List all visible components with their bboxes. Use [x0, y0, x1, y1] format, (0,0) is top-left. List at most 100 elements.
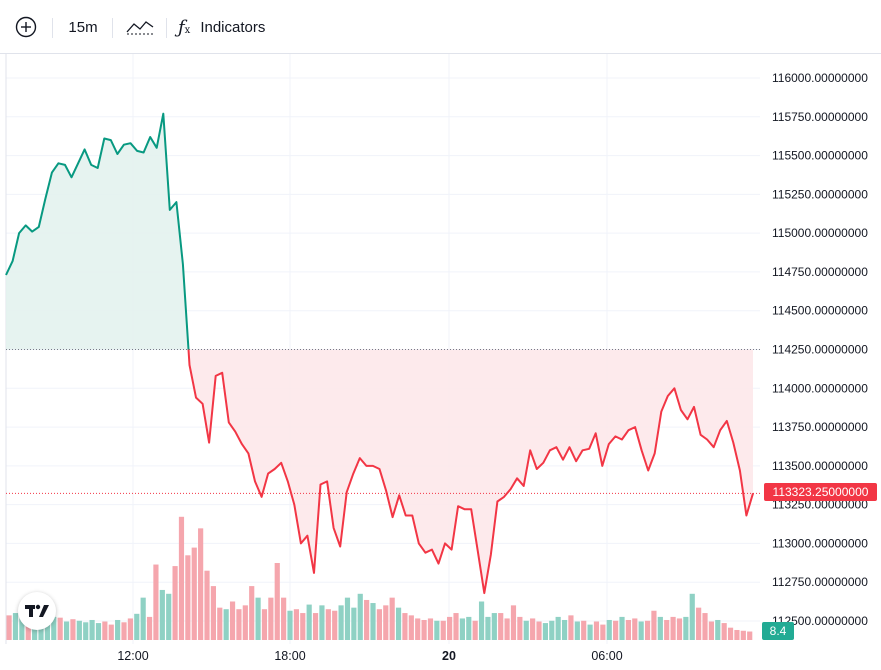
volume-bar	[472, 620, 478, 640]
volume-bar	[89, 619, 95, 640]
time-axis-label: 12:00	[117, 649, 148, 663]
add-symbol-button[interactable]	[10, 10, 42, 44]
volume-bar	[395, 607, 402, 640]
volume-bar	[12, 613, 19, 640]
volume-bar	[574, 621, 580, 640]
volume-bar	[274, 563, 280, 640]
price-axis-label: 113500.00000000	[772, 459, 868, 473]
volume-bar	[121, 622, 127, 640]
volume-bar	[217, 607, 223, 640]
price-axis-label: 114500.00000000	[772, 304, 868, 318]
volume-bar	[638, 621, 644, 640]
area-below-baseline	[188, 349, 753, 594]
volume-bar	[127, 618, 133, 640]
volume-bar	[287, 610, 293, 640]
volume-bar	[268, 597, 274, 640]
volume-bar	[734, 629, 740, 640]
price-axis-label: 115000.00000000	[772, 226, 868, 240]
volume-bar	[536, 621, 542, 640]
tradingview-logo[interactable]	[18, 592, 56, 630]
price-axis: 116000.00000000 115750.00000000 115500.000…	[772, 71, 868, 628]
price-axis-label: 115250.00000000	[772, 187, 868, 201]
volume-bar	[727, 627, 734, 640]
volume-bar	[466, 616, 472, 640]
volume-bar	[517, 616, 523, 640]
volume-bar	[364, 599, 370, 640]
interval-button[interactable]: 15m	[68, 18, 98, 36]
area-above-baseline	[6, 113, 189, 350]
volume-bar	[153, 564, 159, 640]
volume-bar	[561, 619, 568, 640]
volume-bar	[325, 609, 331, 640]
volume-bar	[146, 616, 153, 640]
volume-bar	[600, 624, 606, 640]
volume-bar	[338, 605, 344, 640]
volume-bar	[370, 603, 376, 640]
volume-bar	[434, 620, 440, 640]
volume-bar	[223, 609, 229, 640]
indicators-button[interactable]: ƒx Indicators	[178, 10, 288, 44]
volume-bar	[134, 613, 140, 640]
volume-bar	[95, 623, 102, 640]
volume-bar	[491, 613, 497, 640]
price-axis-label: 114250.00000000	[772, 343, 868, 357]
volume-bar	[191, 547, 197, 640]
price-axis-label: 114000.00000000	[772, 381, 868, 395]
price-line-up	[5, 112, 190, 350]
volume-bar	[293, 609, 299, 640]
last-price-tag: 113323.25000000	[764, 483, 877, 501]
volume-bar	[581, 620, 587, 640]
price-line-down	[187, 349, 754, 595]
volume-bar	[83, 622, 89, 640]
toolbar-divider	[112, 18, 113, 38]
volume-bar	[25, 618, 31, 640]
volume-bar	[415, 618, 421, 640]
toolbar-divider	[166, 18, 167, 38]
time-axis-label: 06:00	[591, 649, 622, 663]
volume-bar	[657, 616, 663, 640]
price-lines	[5, 112, 760, 595]
volume-bar	[606, 619, 612, 640]
volume-bar	[242, 605, 248, 640]
volume-bar	[708, 621, 714, 640]
price-axis-label: 112500.00000000	[772, 614, 868, 628]
fx-icon: ƒx	[178, 16, 191, 38]
volume-bar	[664, 619, 670, 640]
indicators-label: Indicators	[200, 18, 266, 36]
volume-bar	[625, 619, 631, 640]
volume-bar	[376, 609, 382, 640]
price-axis-label: 112750.00000000	[772, 575, 868, 589]
volume-bars	[6, 516, 753, 640]
price-axis-label: 115750.00000000	[772, 110, 868, 124]
volume-bar	[689, 593, 695, 640]
time-axis: 12:00 18:00 20 06:00	[117, 649, 622, 663]
volume-tag: 8.4	[762, 622, 794, 640]
volume-bar	[255, 597, 261, 640]
volume-bar	[632, 618, 638, 640]
volume-bar	[504, 618, 510, 640]
volume-bar	[204, 570, 210, 640]
area-chart-icon	[126, 21, 154, 35]
toolbar-divider	[52, 18, 53, 38]
volume-bar	[402, 613, 408, 640]
volume-bar	[389, 597, 395, 640]
price-axis-label: 115500.00000000	[772, 149, 868, 163]
volume-bar	[178, 516, 185, 640]
volume-bar	[236, 609, 242, 640]
volume-bar	[357, 593, 363, 640]
volume-bar	[523, 620, 529, 640]
volume-bar	[140, 597, 146, 640]
volume-bar	[498, 613, 504, 640]
volume-bar	[459, 618, 465, 640]
volume-bar	[159, 589, 165, 640]
volume-bar	[408, 615, 414, 640]
volume-bar	[229, 601, 236, 640]
volume-bar	[76, 620, 82, 640]
volume-bar	[715, 619, 721, 640]
volume-bar	[478, 601, 485, 640]
volume-bar	[644, 620, 651, 640]
volume-bar	[261, 609, 268, 640]
price-chart[interactable]: 116000.00000000 115750.00000000 115500.000…	[0, 54, 881, 670]
chart-type-button[interactable]	[122, 10, 158, 44]
volume-bar	[421, 619, 427, 640]
